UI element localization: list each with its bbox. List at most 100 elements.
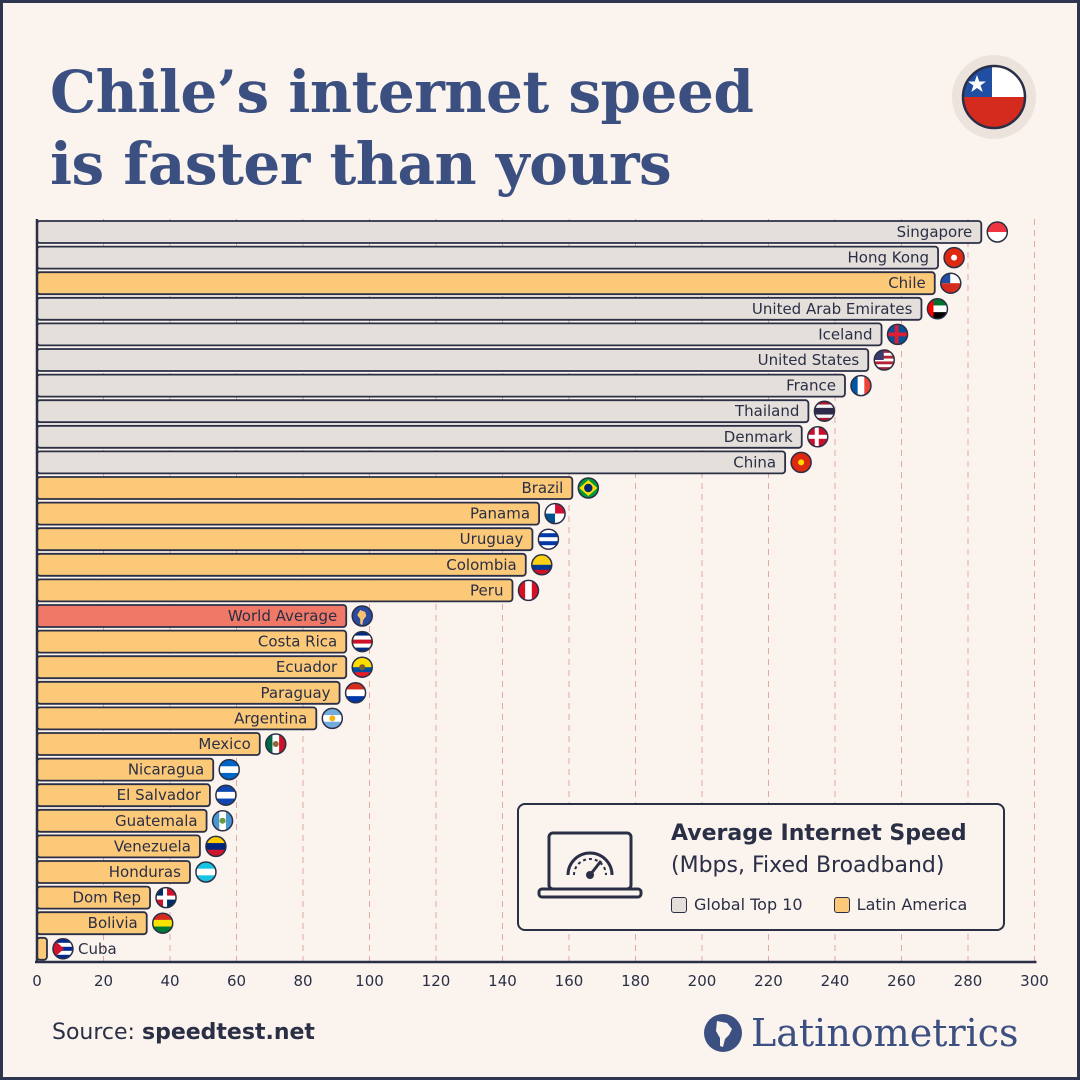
globe-icon [351, 605, 373, 627]
x-tick-label: 120 [422, 972, 451, 990]
legend-item-latam: Latin America [833, 895, 968, 914]
hero-chile-flag-badge [952, 55, 1036, 139]
bar-iceland [36, 322, 883, 347]
bar-brazil [36, 476, 574, 500]
x-tick-label: 100 [355, 972, 384, 990]
hong-kong-flag-icon [943, 246, 965, 269]
x-tick-label: 300 [1020, 972, 1049, 990]
bar-label: Ecuador [276, 658, 338, 676]
brazil-flag-icon [577, 477, 600, 499]
china-flag-icon [790, 451, 812, 474]
legend-swatch-global [671, 896, 687, 913]
x-tick-label: 40 [160, 972, 179, 990]
bar-label: Brazil [521, 479, 563, 497]
bar-label: Honduras [109, 863, 181, 881]
bar-label: Iceland [818, 325, 872, 343]
bar-label: World Average [228, 607, 337, 625]
ecuador-flag-icon [351, 656, 373, 678]
bar-united-states [36, 348, 870, 372]
legend-swatch-latam [833, 896, 850, 913]
bar-thailand [36, 399, 810, 424]
iceland-flag-icon [886, 323, 909, 346]
bar-label: Denmark [724, 428, 793, 446]
bar-label: Peru [470, 581, 503, 599]
legend-item-global: Global Top 10 [671, 895, 803, 914]
legend-label-global: Global Top 10 [694, 895, 803, 914]
bar-label: United States [758, 351, 860, 369]
bar-denmark [36, 424, 803, 449]
venezuela-flag-icon [205, 835, 227, 858]
x-tick-label: 280 [954, 972, 983, 990]
singapore-flag-icon [986, 221, 1009, 243]
bar-label: Bolivia [88, 914, 138, 932]
x-tick-label: 240 [821, 972, 850, 990]
x-tick-label: 220 [754, 972, 783, 990]
page-title: Chile’s internet speed is faster than yo… [50, 56, 754, 200]
bar-singapore [36, 220, 983, 244]
chile-flag-icon [940, 272, 962, 294]
x-tick-label: 80 [293, 972, 312, 990]
legend-title: Average Internet Speed [671, 821, 967, 846]
bar-uruguay [36, 527, 534, 552]
nicaragua-flag-icon [218, 758, 240, 781]
el-salvador-flag-icon [215, 784, 237, 806]
bar-label: Costa Rica [258, 633, 337, 651]
peru-flag-icon [517, 579, 540, 602]
bar-label: Guatemala [115, 812, 198, 830]
uruguay-flag-icon [537, 528, 560, 550]
title-line-2: is faster than yours [50, 130, 672, 198]
guatemala-flag-icon [211, 810, 234, 832]
bar-label: France [786, 377, 836, 395]
x-tick-label: 160 [555, 972, 584, 990]
bar-france [36, 373, 846, 398]
uae-flag-icon [926, 298, 949, 320]
bar-cuba [36, 936, 48, 961]
bar-panama [36, 501, 540, 526]
paraguay-flag-icon [344, 682, 367, 704]
honduras-flag-icon [195, 861, 217, 883]
bar-label: Nicaragua [128, 761, 204, 779]
x-tick-label: 260 [887, 972, 916, 990]
x-tick-label: 0 [32, 972, 42, 990]
bar-label: Chile [888, 274, 926, 292]
thailand-flag-icon [813, 400, 836, 422]
chile-flag-icon [961, 64, 1027, 130]
denmark-flag-icon [807, 426, 829, 448]
brand-logo: Latinometrics [703, 1010, 1019, 1056]
x-axis: 0 20 40 60 80 100 120 140 160 180 200 220 240 260 280 3… [32, 219, 1049, 990]
latinometrics-logo-icon [704, 1014, 742, 1052]
brand-name: Latinometrics [751, 1011, 1019, 1055]
laptop-speedometer-icon [537, 831, 643, 899]
title-line-1: Chile’s internet speed [50, 58, 754, 126]
costa-rica-flag-icon [351, 630, 373, 653]
mexico-flag-icon [265, 733, 287, 755]
panama-flag-icon [544, 502, 566, 525]
bar-label: Thailand [734, 402, 799, 420]
bar-chile [36, 271, 936, 296]
argentina-flag-icon [321, 707, 344, 730]
source-value: speedtest.net [141, 1020, 315, 1045]
bar-label: United Arab Emirates [752, 300, 913, 318]
legend-subtitle: (Mbps, Fixed Broadband) [671, 853, 945, 878]
bar-label: Hong Kong [848, 249, 930, 267]
bar-label: Mexico [198, 735, 250, 753]
france-flag-icon [850, 374, 872, 397]
bar-label: Cuba [78, 940, 117, 958]
bar-chart: Singapore Hong Kong Chile United Arab Emira… [32, 219, 1049, 990]
legend-box: Average Internet Speed (Mbps, Fixed Broa… [517, 803, 1005, 931]
bar-label: China [733, 453, 776, 471]
cuba-flag-icon [52, 938, 74, 960]
source-note: Source: speedtest.net [52, 1020, 315, 1045]
bar-label: Argentina [234, 709, 307, 727]
x-tick-label: 20 [94, 972, 113, 990]
bar-label: El Salvador [117, 786, 202, 804]
bar-label: Paraguay [261, 684, 331, 702]
x-tick-label: 180 [621, 972, 650, 990]
bolivia-flag-icon [151, 912, 174, 934]
source-label: Source: [52, 1020, 135, 1045]
legend-items: Global Top 10 Latin America [671, 895, 993, 917]
bar-label: Panama [470, 505, 530, 523]
bar-hong-kong [36, 245, 939, 270]
legend-label-latam: Latin America [856, 895, 968, 914]
x-tick-label: 200 [688, 972, 717, 990]
